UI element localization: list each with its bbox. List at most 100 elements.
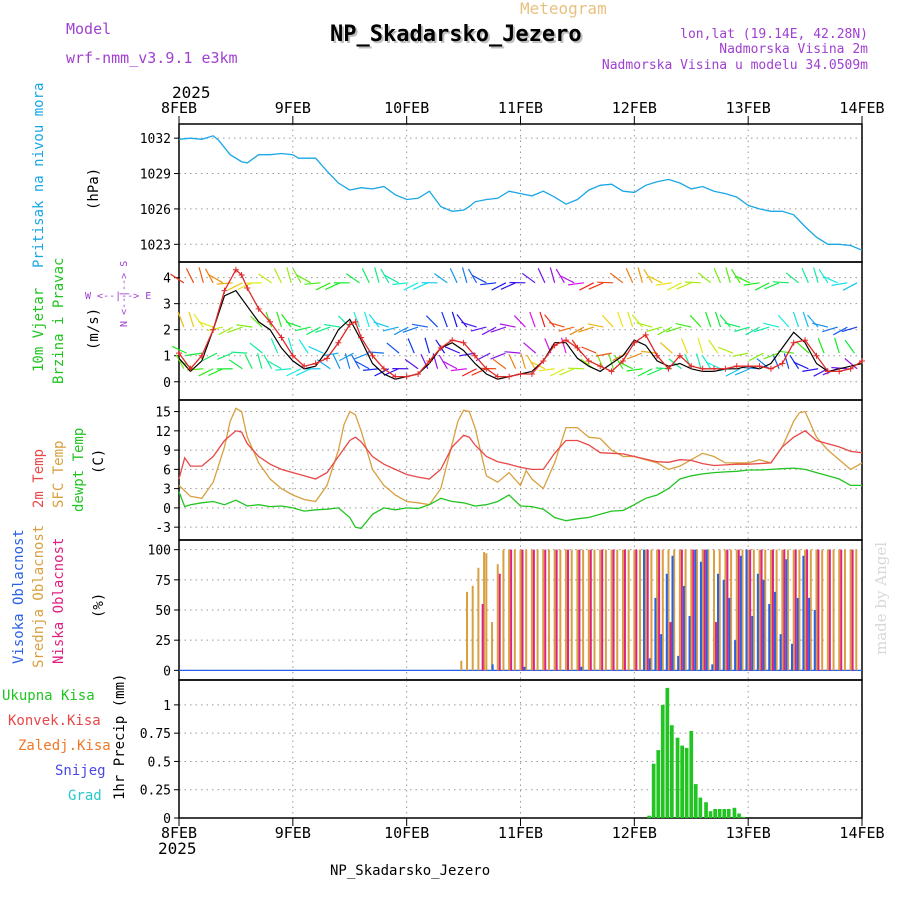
- wind-vector: [425, 315, 438, 328]
- wind-vector: [281, 313, 292, 328]
- wind-vector: [764, 282, 780, 290]
- wind-vector: [193, 313, 204, 328]
- y-tick-label: 6: [163, 463, 171, 478]
- wind-vector: [841, 326, 858, 333]
- x-tick-label: 13FEB: [726, 824, 771, 842]
- wind-vector: [500, 282, 516, 290]
- wind-vector: [595, 352, 612, 357]
- wind-vector: [735, 275, 751, 284]
- y-tick-label: 0.25: [140, 784, 171, 799]
- wind-vector: [456, 314, 468, 328]
- wind-speed-marker: [802, 337, 809, 344]
- wind-vector: [403, 282, 419, 291]
- wind-vector: [636, 322, 653, 328]
- wind-vector: [579, 282, 594, 291]
- wind-vector: [637, 368, 653, 377]
- wind-vector: [175, 354, 185, 370]
- wind-vector: [676, 282, 692, 290]
- x-tick-label: 10FEB: [384, 99, 429, 117]
- wind-vector: [384, 274, 399, 284]
- wind-vector: [544, 314, 556, 328]
- wind-vector: [732, 352, 749, 357]
- dewpt-label: dewpt Temp: [71, 428, 87, 512]
- wind-speed-marker: [415, 370, 422, 377]
- wind-vector: [538, 368, 555, 372]
- visoka-label: Visoka Oblacnost: [11, 529, 27, 664]
- wind-vector: [490, 326, 507, 333]
- panel-frame: [178, 679, 863, 819]
- wind-vector: [523, 342, 537, 354]
- wind-vector: [368, 314, 380, 328]
- sfc-label: SFC Temp: [51, 441, 67, 508]
- precip-bar: [660, 704, 665, 818]
- wind-title-2: Brzina i Pravac: [51, 258, 67, 384]
- wind-vector: [185, 352, 202, 357]
- wind-vector: [480, 282, 497, 286]
- wind-vector: [337, 315, 351, 328]
- wind-vector: [734, 326, 750, 333]
- wind-speed-marker: [176, 350, 182, 357]
- precip-bar: [693, 784, 698, 818]
- wind-vector: [402, 326, 419, 333]
- wind-speed-marker: [665, 365, 672, 372]
- precip-bar: [704, 802, 708, 818]
- wind-vector: [382, 326, 399, 332]
- precip-bar: [656, 750, 661, 818]
- wind-vector: [218, 326, 233, 336]
- precip-bar: [741, 816, 746, 818]
- wind-speed-marker: [676, 352, 683, 359]
- wind-vector: [263, 354, 273, 370]
- y-tick-label: 0: [163, 664, 171, 679]
- temp-ylabel: (C): [91, 449, 107, 474]
- wind-speed-marker: [779, 360, 786, 367]
- x-tick-label: 11FEB: [498, 99, 543, 117]
- wind-vector: [270, 338, 279, 354]
- precip-bar: [717, 809, 722, 818]
- wind-vector: [745, 326, 760, 336]
- pressure-line: [178, 135, 863, 251]
- wind-speed-marker: [352, 318, 359, 325]
- wind-vector: [353, 311, 361, 328]
- wind-vector: [647, 368, 663, 376]
- x-tick-label: 10FEB: [384, 824, 429, 842]
- elevation-text: Nadmorska Visina 2m: [719, 42, 868, 57]
- wind-vector: [831, 366, 848, 370]
- wind-vector: [363, 311, 370, 328]
- wind-vector: [462, 368, 477, 377]
- wind-vector: [521, 272, 536, 284]
- wind-vector: [567, 367, 584, 370]
- legend-ukupna: Ukupna Kisa: [2, 688, 95, 704]
- y-tick-label: 1: [163, 350, 171, 365]
- wind-vector: [198, 368, 214, 377]
- wind-vector: [724, 322, 741, 328]
- wind-speed-marker: [688, 363, 695, 370]
- wind-speed-marker: [585, 357, 592, 364]
- wind-vector: [833, 326, 848, 336]
- wind-speed-marker: [426, 357, 433, 364]
- wind-vector: [807, 314, 819, 328]
- legend-snijeg: Snijeg: [55, 763, 106, 779]
- wind-compass-ns: N <--|--> S: [119, 261, 130, 327]
- wind-vector: [374, 267, 380, 283]
- wind-vector: [450, 368, 467, 372]
- y-tick-label: 3: [163, 298, 171, 313]
- wind-speed-marker: [278, 334, 285, 341]
- y-tick-label: 75: [155, 574, 171, 589]
- wind-vector: [231, 351, 248, 354]
- y-tick-label: 1023: [140, 238, 171, 253]
- wind-vector: [286, 368, 302, 377]
- wind-vector: [273, 268, 282, 284]
- wind-speed-marker: [346, 321, 353, 328]
- plot-area: 102310261029103201234-303691215025507510…: [140, 99, 885, 842]
- wind-vector: [292, 268, 302, 284]
- wind-vector: [198, 267, 204, 283]
- wind-vector: [548, 322, 565, 328]
- wind-speed-marker: [380, 365, 387, 372]
- wind-vector: [295, 368, 311, 376]
- wind-vector: [354, 360, 370, 370]
- wind-vector: [481, 326, 497, 336]
- wind-vector: [249, 315, 263, 328]
- wind-title-1: 10m Vjetar: [31, 288, 47, 372]
- wind-vector: [772, 353, 780, 369]
- wind-vector: [208, 368, 224, 377]
